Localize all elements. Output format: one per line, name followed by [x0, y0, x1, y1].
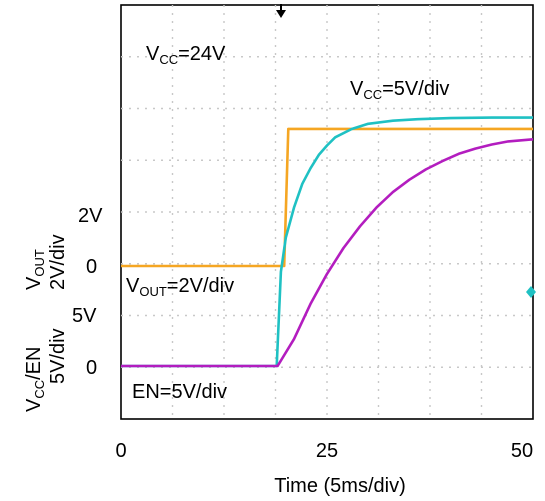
vout-tick-0: 0 [86, 256, 97, 278]
series-line-en [121, 138, 534, 368]
vcc-en-tick-5v: 5V [72, 305, 97, 327]
vout-axis-units: 2V/div [47, 234, 69, 290]
vout-axis-title: VOUT [23, 249, 47, 290]
vcc-en-axis-units: 5V/div [47, 328, 69, 384]
x-axis-title: Time (5ms/div) [274, 475, 405, 497]
x-tick-50: 50 [511, 440, 533, 462]
vcc-en-axis-title: VCC/EN [23, 347, 47, 412]
x-tick-25: 25 [316, 440, 338, 462]
edge-marker-icon [526, 286, 536, 298]
annotation-en-scale: EN=5V/div [132, 381, 227, 403]
series-line-v-out [121, 127, 533, 268]
x-tick-0: 0 [115, 440, 126, 462]
vout-tick-2v: 2V [78, 205, 103, 227]
annotation-vout-scale: VOUT=2V/div [126, 275, 234, 299]
series-line-v-cc [121, 116, 533, 368]
plot-frame [120, 4, 534, 420]
annotation-vcc-scale: VCC=5V/div [350, 78, 449, 102]
plot-grid [121, 5, 533, 419]
trigger-marker-icon [276, 4, 286, 18]
plot-traces [121, 116, 534, 368]
annotation-vcc-note: VCC=24V [146, 43, 226, 67]
vcc-en-tick-0: 0 [86, 357, 97, 379]
